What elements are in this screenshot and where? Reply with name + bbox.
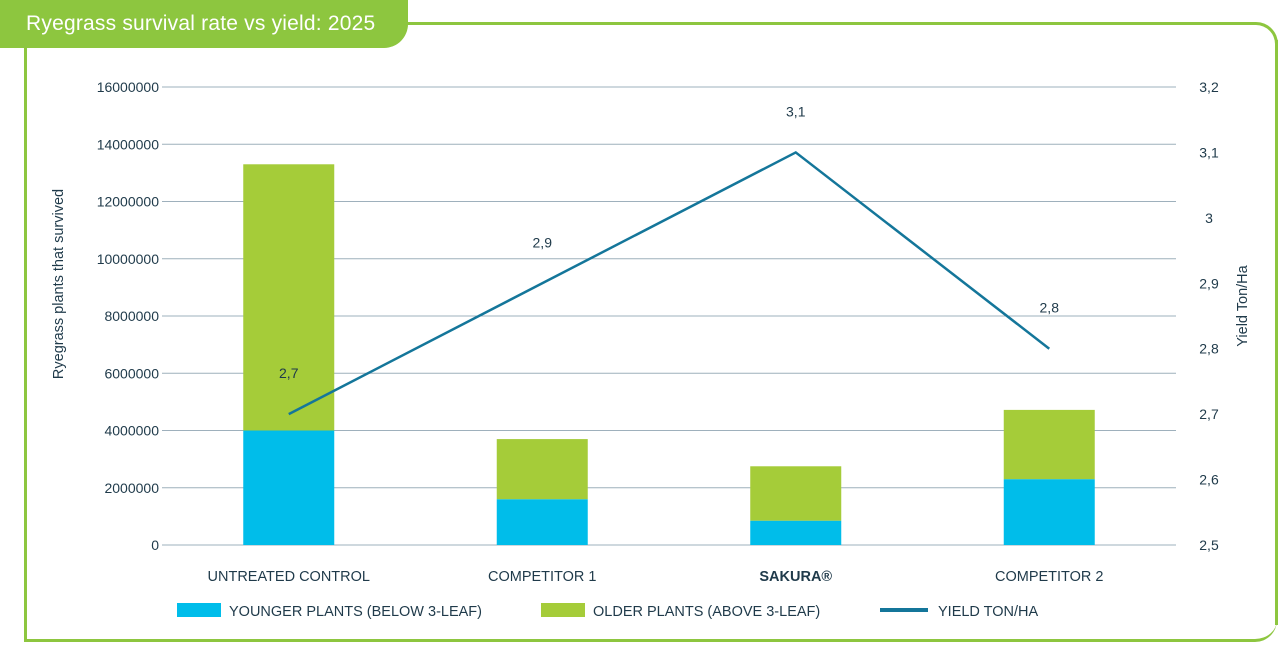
left-tick-label: 0	[151, 537, 159, 553]
legend-younger-swatch	[177, 603, 221, 617]
category-label: UNTREATED CONTROL	[208, 569, 370, 585]
younger-plants-bar	[750, 520, 842, 545]
legend-yield-label: YIELD TON/HA	[938, 604, 1039, 620]
frame-top-border	[405, 22, 1255, 25]
category-label: COMPETITOR 1	[488, 569, 597, 585]
legend-older-label: OLDER PLANTS (ABOVE 3-LEAF)	[593, 604, 820, 620]
right-tick-label: 2,8	[1199, 341, 1219, 357]
right-tick-label: 3,1	[1199, 144, 1219, 160]
yield-data-label: 2,9	[533, 234, 553, 250]
left-tick-label: 10000000	[97, 251, 160, 267]
younger-plants-bar	[496, 499, 588, 545]
right-tick-label: 2,5	[1199, 537, 1219, 553]
left-tick-label: 6000000	[104, 365, 159, 381]
right-tick-label: 2,7	[1199, 406, 1219, 422]
category-label: SAKURA®	[759, 569, 832, 585]
older-plants-bar	[1003, 409, 1095, 480]
right-tick-label: 3,2	[1199, 79, 1219, 95]
chart-title: Ryegrass survival rate vs yield: 2025	[0, 0, 408, 48]
yield-line-path	[288, 150, 1051, 416]
right-tick-label: 3	[1205, 210, 1213, 226]
yield-data-label: 3,1	[786, 103, 806, 119]
yield-data-label: 2,7	[279, 365, 299, 381]
younger-plants-bar	[1003, 479, 1095, 545]
older-plants-bar	[496, 439, 588, 500]
older-plants-bar	[750, 466, 842, 521]
right-tick-label: 2,6	[1199, 472, 1219, 488]
right-axis-ticks: 2,5 2,6 2,7 2,8 2,9 3 3,1 3,2	[1199, 79, 1219, 553]
left-axis-title: Ryegrass plants that survived	[51, 189, 67, 379]
left-tick-label: 12000000	[97, 194, 160, 210]
left-tick-label: 4000000	[104, 423, 159, 439]
chart-frame	[24, 24, 1277, 642]
legend-older-swatch	[541, 603, 585, 617]
right-axis-title: Yield Ton/Ha	[1235, 264, 1251, 346]
left-tick-label: 16000000	[97, 79, 160, 95]
left-tick-label: 2000000	[104, 480, 159, 496]
legend: YOUNGER PLANTS (BELOW 3-LEAF) OLDER PLANT…	[177, 603, 1039, 620]
left-axis-ticks: 0 2000000 4000000 6000000 8000000 10000000 120…	[97, 79, 160, 553]
yield-line: 2,7 2,9 3,1 2,8	[279, 103, 1060, 416]
frame-right-border	[1275, 40, 1278, 625]
category-label: COMPETITOR 2	[995, 569, 1104, 585]
bars	[243, 164, 1095, 545]
yield-data-label: 2,8	[1040, 300, 1060, 316]
left-tick-label: 14000000	[97, 136, 160, 152]
legend-younger-label: YOUNGER PLANTS (BELOW 3-LEAF)	[229, 604, 482, 620]
right-tick-label: 2,9	[1199, 275, 1219, 291]
younger-plants-bar	[243, 430, 335, 545]
left-tick-label: 8000000	[104, 308, 159, 324]
category-labels: UNTREATED CONTROL COMPETITOR 1 SAKURA® COMP…	[208, 569, 1104, 585]
older-plants-bar	[243, 164, 335, 431]
